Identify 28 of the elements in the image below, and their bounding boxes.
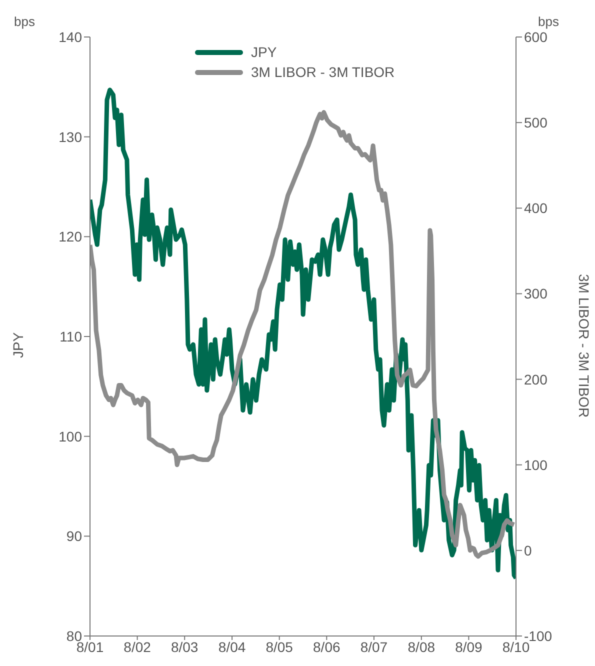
y-tick-label: 140 [58, 28, 82, 45]
text: bps [538, 14, 559, 29]
y-tick-label: 90 [66, 528, 82, 544]
y2-axis-title: 3M LIBOR - 3M TIBOR [576, 272, 592, 420]
x-tick-label: 8/05 [266, 638, 294, 655]
y2-tick-label: 200 [524, 371, 548, 388]
x-tick-label: 8/07 [360, 638, 388, 655]
x-tick-label: 8/06 [313, 638, 340, 655]
y-tick-label: 130 [58, 128, 82, 145]
y-tick-label: 120 [58, 228, 82, 245]
y2-tick-label: 100 [524, 456, 548, 473]
y2-tick-label: 600 [524, 28, 548, 45]
x-tick-label: 8/03 [170, 638, 198, 655]
x-tick-label: 8/02 [124, 638, 152, 655]
y2-tick-label: 300 [524, 286, 548, 302]
y2-tick-label: 400 [524, 200, 548, 216]
text: bps [14, 14, 35, 29]
x-tick-label: 8/04 [218, 638, 246, 655]
legend-label: JPY [251, 43, 277, 62]
y-axis-title: JPY [10, 332, 26, 360]
x-tick-label: 8/08 [408, 638, 436, 655]
y-tick-label: 110 [60, 328, 82, 344]
y2-tick-label: 500 [524, 114, 548, 131]
x-tick-label: 8/09 [455, 638, 483, 655]
y2-tick-label: 0 [524, 542, 532, 558]
legend-label: 3M LIBOR - 3M TIBOR [251, 63, 395, 82]
y-tick-label: 100 [58, 428, 82, 444]
x-tick-label: 8/10 [502, 638, 530, 655]
